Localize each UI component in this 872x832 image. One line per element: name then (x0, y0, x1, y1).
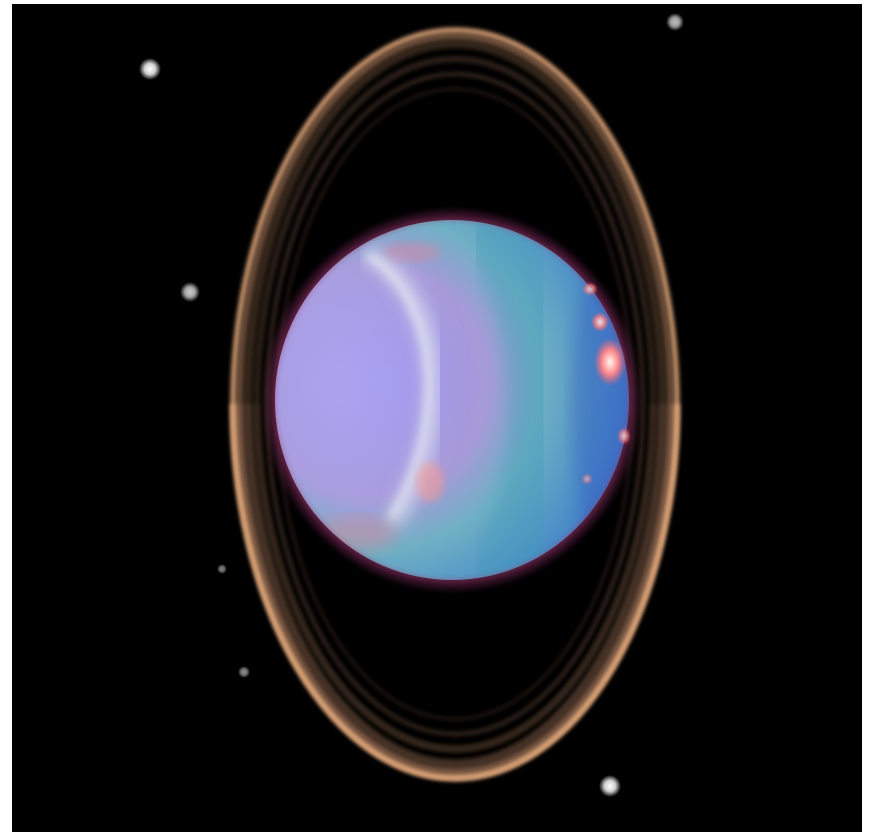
photo-frame (12, 4, 862, 832)
ring-front (230, 403, 680, 781)
bright-cloud (582, 282, 598, 296)
bright-cloud (581, 473, 593, 485)
moon (217, 564, 227, 574)
planet-scene (12, 4, 862, 832)
bright-cloud (617, 427, 631, 445)
moon (238, 666, 250, 678)
moon (180, 282, 200, 302)
bright-cloud (591, 312, 609, 332)
bright-cloud (594, 338, 626, 386)
moon (666, 13, 684, 31)
moon (599, 775, 621, 797)
moons (139, 13, 684, 797)
moon (139, 58, 161, 80)
